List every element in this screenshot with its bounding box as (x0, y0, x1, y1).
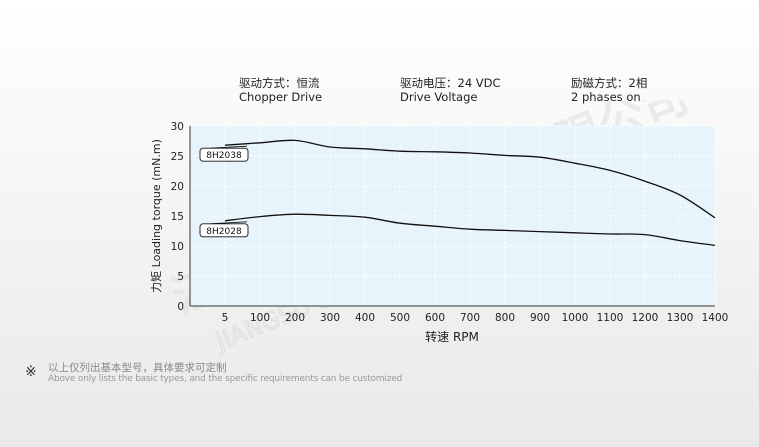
drive-voltage-cn: 驱动电压：24 VDC (400, 76, 501, 90)
x-tick-label: 600 (425, 312, 445, 324)
y-tick-label: 25 (171, 151, 184, 163)
x-tick-label: 5 (222, 312, 229, 324)
drive-mode-cn: 驱动方式：恒流 (239, 76, 320, 90)
grid (190, 125, 716, 307)
note-text-en: Above only lists the basic types, and th… (48, 374, 403, 384)
tick-labels: 5 100 200 300 400 500 600 700 800 900 1000 1100 1200… (171, 121, 729, 324)
note-text-cn: 以上仅列出基本型号，具体要求可定制 (48, 362, 227, 374)
y-axis-label: 力矩 Loading torque (mN.m) (150, 139, 163, 293)
x-tick-label: 1200 (632, 312, 659, 324)
x-tick-label: 1100 (597, 312, 624, 324)
series-label-8H2028: 8H2028 (206, 227, 242, 237)
y-tick-label: 20 (171, 181, 184, 193)
y-tick-label: 15 (171, 211, 184, 223)
x-tick-label: 800 (495, 312, 515, 324)
drive-voltage-en: Drive Voltage (400, 90, 478, 104)
series-line-8H2028 (224, 213, 716, 247)
series-line-8H2038 (224, 139, 716, 219)
drive-mode-en: Chopper Drive (239, 90, 323, 104)
label-box (199, 223, 249, 238)
x-tick-label: 700 (460, 312, 480, 324)
drive-voltage: 驱动电压：24 VDC Drive Voltage (400, 76, 501, 104)
note-mark: ※ (25, 364, 37, 380)
excitation-mode-cn: 励磁方式：2相 (571, 76, 648, 90)
y-tick-label: 30 (171, 121, 184, 133)
x-tick-label: 500 (390, 312, 410, 324)
y-tick-label: 5 (177, 271, 184, 283)
x-tick-label: 200 (285, 312, 305, 324)
x-tick-label: 400 (355, 312, 375, 324)
x-tick-label: 900 (530, 312, 550, 324)
series-lines (224, 139, 716, 247)
y-tick-label: 10 (171, 241, 184, 253)
x-tick-label: 300 (320, 312, 340, 324)
x-tick-label: 1300 (667, 312, 694, 324)
excitation-mode-en: 2 phases on (571, 90, 641, 104)
drive-mode: 驱动方式：恒流 Chopper Drive (239, 76, 322, 104)
y-tick-label: 0 (177, 301, 184, 313)
series-label-8H2038: 8H2038 (206, 151, 242, 161)
x-tick-label: 1000 (562, 312, 589, 324)
axes (189, 126, 715, 307)
x-axis-label: 转速 RPM (425, 329, 479, 344)
drive-parameters: 驱动方式：恒流 Chopper Drive 驱动电压：24 VDC Drive … (0, 76, 759, 106)
x-tick-label: 1400 (702, 312, 729, 324)
series-labels: 8H2038 8H2028 (199, 145, 249, 238)
excitation-mode: 励磁方式：2相 2 phases on (571, 76, 647, 104)
label-box (199, 147, 249, 162)
x-tick-label: 100 (250, 312, 270, 324)
